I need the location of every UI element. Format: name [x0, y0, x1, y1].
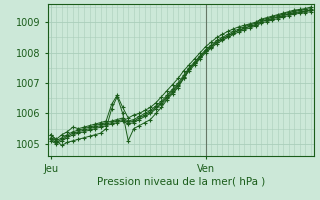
X-axis label: Pression niveau de la mer( hPa ): Pression niveau de la mer( hPa )	[97, 176, 265, 186]
